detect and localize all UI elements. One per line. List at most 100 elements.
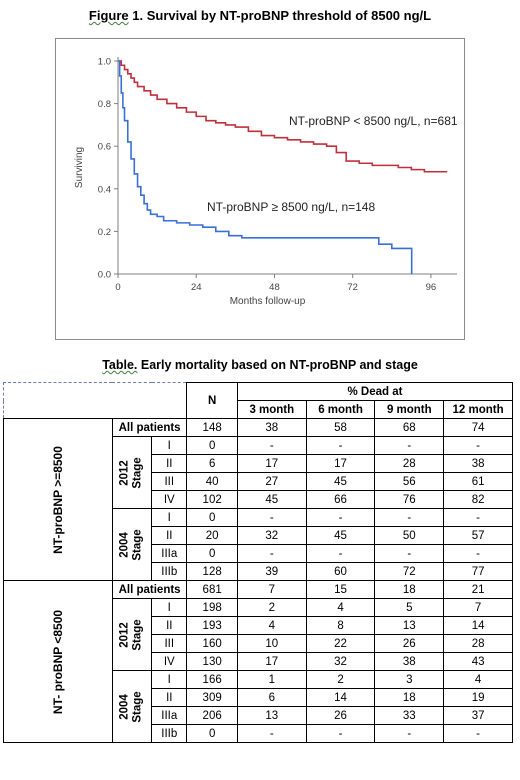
table-cell: 2 bbox=[305, 670, 376, 689]
table-cell: - bbox=[236, 544, 307, 563]
table-cell: 102 bbox=[186, 490, 238, 509]
table-cell: 58 bbox=[305, 418, 376, 437]
table-cell: 2 bbox=[236, 598, 307, 617]
x-tick-label: 24 bbox=[191, 282, 202, 293]
table-cell: 28 bbox=[374, 454, 445, 473]
table-cell: 17 bbox=[236, 652, 307, 671]
table-cell: 32 bbox=[236, 526, 307, 545]
figure-title-text: 1. Survival by NT-proBNP threshold of 85… bbox=[128, 8, 432, 23]
stage-name: I bbox=[151, 436, 188, 455]
table-cell: 0 bbox=[186, 724, 238, 743]
table-cell: 72 bbox=[374, 562, 445, 581]
group-label: NT- proBNP <8500 bbox=[3, 580, 113, 743]
table-cell: 0 bbox=[186, 544, 238, 563]
x-axis-label: Months follow-up bbox=[230, 296, 306, 307]
table-cell: 60 bbox=[305, 562, 376, 581]
series-label: NT-proBNP ≥ 8500 ng/L, n=148 bbox=[207, 200, 375, 214]
table-cell: 76 bbox=[374, 490, 445, 509]
table-cell: 19 bbox=[443, 688, 513, 707]
stage-system-label: 2004 Stage bbox=[111, 670, 153, 743]
table-row: II 20 32 45 50 57 bbox=[4, 526, 513, 545]
table-row: II 6 17 17 28 38 bbox=[4, 454, 513, 473]
stage-name: I bbox=[151, 508, 188, 527]
table-cell: - bbox=[443, 436, 513, 455]
stage-name: I bbox=[151, 670, 188, 689]
stage-name: III bbox=[151, 634, 188, 653]
table-cell: 20 bbox=[186, 526, 238, 545]
table-title-text: Early mortality based on NT-proBNP and s… bbox=[137, 358, 418, 372]
stage-system-label: 2012 Stage bbox=[111, 436, 153, 509]
table-row: IIIb 0- - - - bbox=[4, 724, 513, 743]
table-cell: 198 bbox=[186, 598, 238, 617]
table-row: II 193 4 8 13 14 bbox=[4, 616, 513, 635]
table-cell: 206 bbox=[186, 706, 238, 725]
x-tick-label: 0 bbox=[115, 282, 120, 293]
stage-name: I bbox=[151, 598, 188, 617]
stage-year: 2012 bbox=[119, 621, 132, 648]
table-row: NT-proBNP >=8500 All patients 148 38 58 68 74 bbox=[3, 418, 513, 581]
col-header: 3 month bbox=[236, 400, 307, 419]
stage-word: Stage bbox=[132, 528, 145, 561]
table-cell: 56 bbox=[374, 472, 445, 491]
table-cell: 28 bbox=[443, 634, 513, 653]
table-cell: - bbox=[374, 544, 445, 563]
km-curve-series-0 bbox=[118, 60, 448, 173]
table-cell: - bbox=[443, 724, 513, 743]
table-cell: 68 bbox=[374, 418, 445, 437]
table-cell: 7 bbox=[443, 598, 513, 617]
table-cell: 45 bbox=[305, 526, 376, 545]
table-cell: - bbox=[374, 508, 445, 527]
table-title: Table. Early mortality based on NT-proBN… bbox=[0, 358, 520, 372]
table-cell: 45 bbox=[236, 490, 307, 509]
all-patients-label: All patients bbox=[111, 418, 188, 437]
km-curve-series-1 bbox=[118, 60, 413, 274]
group-label-text: NT-proBNP >=8500 bbox=[50, 445, 65, 554]
stage-year: 2012 bbox=[119, 459, 132, 486]
table-cell: - bbox=[443, 508, 513, 527]
stage-name: IV bbox=[151, 490, 188, 509]
stage-name: II bbox=[151, 688, 188, 707]
table-cell: 18 bbox=[374, 688, 445, 707]
stage-name: II bbox=[151, 616, 188, 635]
table-cell: - bbox=[374, 436, 445, 455]
table-cell: - bbox=[236, 724, 307, 743]
stage-name: IIIa bbox=[151, 706, 188, 725]
table-cell: 148 bbox=[186, 418, 238, 437]
n-header: N bbox=[186, 382, 238, 419]
table-cell: 13 bbox=[236, 706, 307, 725]
y-tick-label: 0.2 bbox=[98, 227, 111, 238]
table-cell: 6 bbox=[186, 454, 238, 473]
pct-dead-header: % Dead at bbox=[236, 382, 514, 401]
stage-name: IIIa bbox=[151, 544, 188, 563]
table-cell: 45 bbox=[305, 472, 376, 491]
table-row: NT- proBNP <8500 All patients 681 7 15 18 21 bbox=[3, 580, 513, 743]
table-cell: 128 bbox=[186, 562, 238, 581]
table-cell: 13 bbox=[374, 616, 445, 635]
table-cell: - bbox=[305, 508, 376, 527]
table-cell: 66 bbox=[305, 490, 376, 509]
table-cell: 193 bbox=[186, 616, 238, 635]
table-cell: 39 bbox=[236, 562, 307, 581]
table-row: 2004 Stage I 166 1 2 3 4 bbox=[4, 670, 513, 743]
table-cell: - bbox=[305, 544, 376, 563]
table-cell: 1 bbox=[236, 670, 307, 689]
y-tick-label: 0.0 bbox=[98, 270, 111, 281]
table-cell: 21 bbox=[443, 580, 513, 599]
table-cell: - bbox=[305, 436, 376, 455]
table-cell: 77 bbox=[443, 562, 513, 581]
table-cell: 0 bbox=[186, 508, 238, 527]
table-cell: 27 bbox=[236, 472, 307, 491]
col-header: 6 month bbox=[305, 400, 376, 419]
table-cell: 160 bbox=[186, 634, 238, 653]
figure-title-prefix: Figure bbox=[88, 8, 129, 23]
table-cell: 10 bbox=[236, 634, 307, 653]
table-cell: 0 bbox=[186, 436, 238, 455]
table-cell: 74 bbox=[443, 418, 513, 437]
x-tick-label: 96 bbox=[426, 282, 437, 293]
table-cell: 17 bbox=[305, 454, 376, 473]
stage-year: 2004 bbox=[119, 531, 132, 558]
table-cell: - bbox=[236, 436, 307, 455]
table-cell: 38 bbox=[236, 418, 307, 437]
table-cell: 166 bbox=[186, 670, 238, 689]
mortality-table: N% Dead at 3 month 6 month 9 month 12 month N… bbox=[2, 382, 514, 743]
